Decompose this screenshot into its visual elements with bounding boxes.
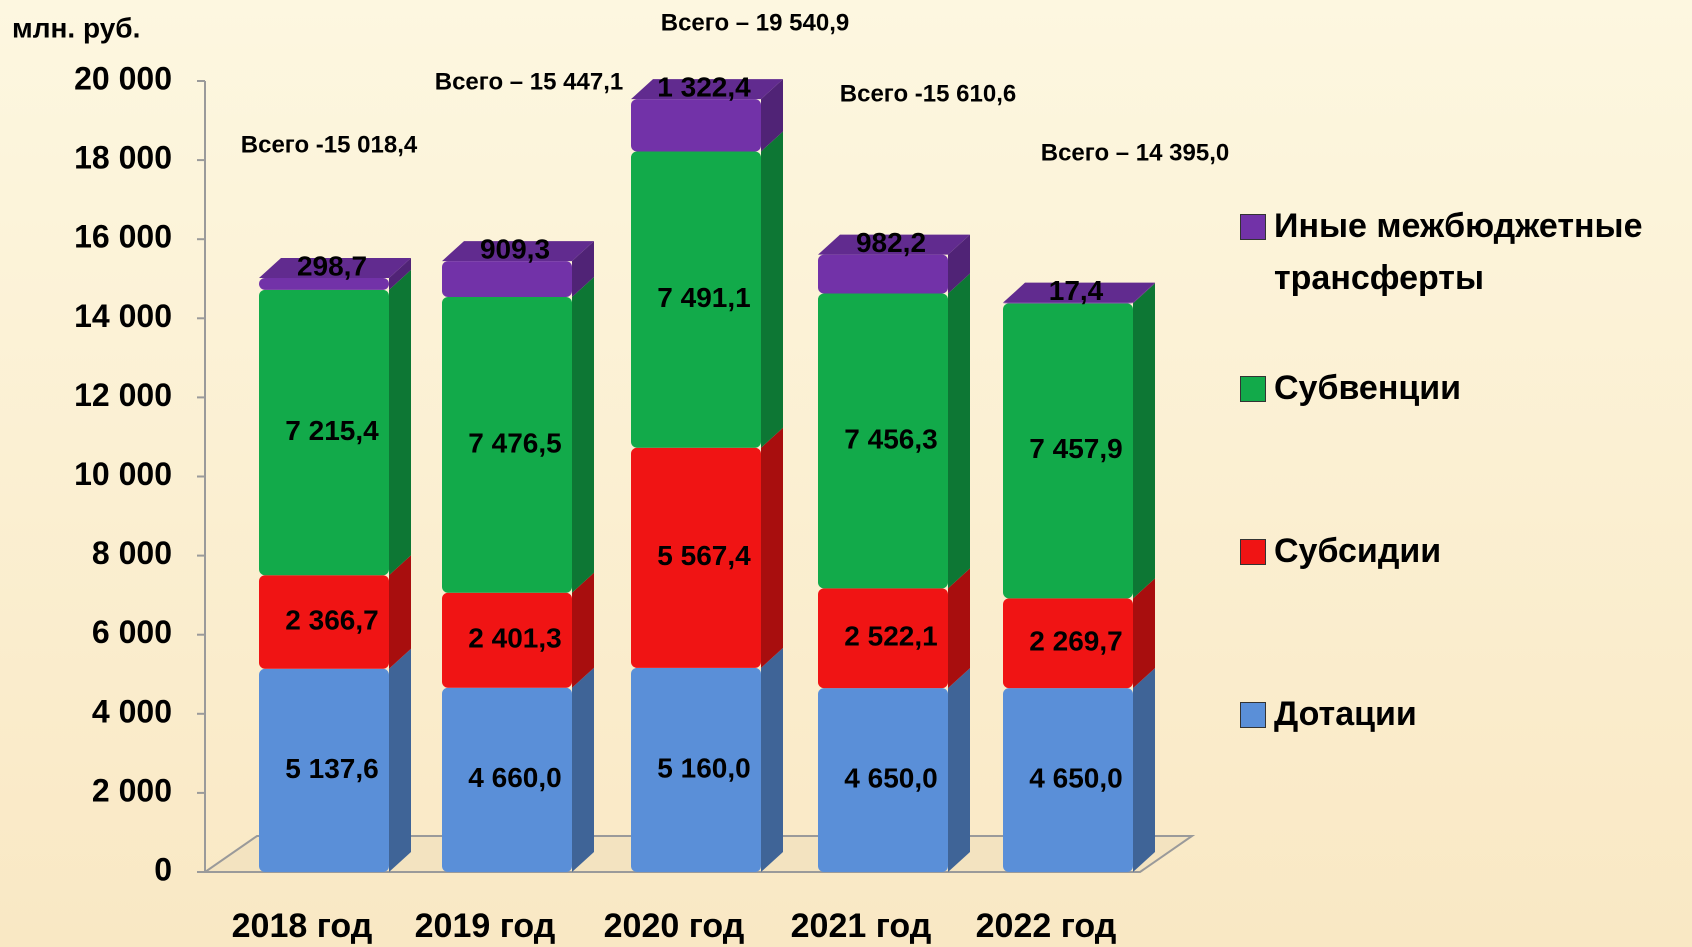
annotation: Всего – 19 540,9 xyxy=(661,9,849,36)
bar xyxy=(259,668,389,872)
value-label: 298,7 xyxy=(297,250,367,281)
bar xyxy=(1003,303,1133,599)
value-label: 7 456,3 xyxy=(844,423,937,454)
legend-swatch xyxy=(1240,376,1266,402)
bar-side xyxy=(389,555,411,669)
bar-top xyxy=(818,234,970,255)
x-tick-label: 2019 год xyxy=(415,907,556,945)
legend-label: Субсидии xyxy=(1274,532,1442,570)
x-tick-label: 2020 год xyxy=(604,907,745,945)
annotation: Всего – 14 395,0 xyxy=(1041,139,1229,166)
bar-side xyxy=(948,668,970,872)
bar-side xyxy=(948,568,970,689)
y-tick-label: 6 000 xyxy=(92,614,172,650)
value-label: 1 322,4 xyxy=(657,72,751,103)
bar-side xyxy=(389,648,411,872)
value-label: 7 457,9 xyxy=(1029,433,1122,464)
value-label: 5 160,0 xyxy=(657,752,750,783)
y-tick-label: 16 000 xyxy=(74,219,172,255)
bar xyxy=(1003,302,1133,304)
legend-swatch xyxy=(1240,214,1266,240)
value-label: 2 401,3 xyxy=(468,623,561,654)
y-tick-label: 4 000 xyxy=(92,693,172,729)
y-tick-label: 12 000 xyxy=(74,377,172,413)
bar xyxy=(631,447,761,668)
bar xyxy=(259,289,389,576)
x-tick-label: 2018 год xyxy=(232,907,373,945)
value-label: 4 650,0 xyxy=(1029,762,1122,793)
y-tick-label: 2 000 xyxy=(92,772,172,808)
bar xyxy=(818,588,948,689)
bar-side xyxy=(1133,668,1155,872)
annotation: Всего – 15 447,1 xyxy=(435,68,623,95)
y-tick-label: 8 000 xyxy=(92,535,172,571)
bar xyxy=(818,688,948,872)
bar-side xyxy=(572,277,594,593)
bar-top xyxy=(631,79,783,100)
bar xyxy=(442,297,572,593)
legend-swatch xyxy=(1240,539,1266,565)
bar xyxy=(442,261,572,298)
y-unit-label: млн. руб. xyxy=(12,12,140,43)
legend-swatch xyxy=(1240,702,1266,728)
y-tick-label: 10 000 xyxy=(74,456,172,492)
bar-side xyxy=(389,269,411,576)
bar-side xyxy=(948,234,970,294)
bar-side xyxy=(1133,282,1155,304)
value-label: 7 215,4 xyxy=(285,415,379,446)
bar-side xyxy=(1133,283,1155,599)
value-label: 4 650,0 xyxy=(844,762,937,793)
bar-top xyxy=(259,258,411,279)
bar-side xyxy=(572,572,594,688)
annotation: Всего -15 018,4 xyxy=(241,131,418,158)
bar-side xyxy=(572,667,594,872)
legend-label: Субвенции xyxy=(1274,369,1462,407)
value-label: 2 522,1 xyxy=(844,621,937,652)
y-tick-label: 14 000 xyxy=(74,298,172,334)
value-label: 4 660,0 xyxy=(468,762,561,793)
bar-side xyxy=(572,241,594,298)
value-label: 5 137,6 xyxy=(285,753,378,784)
value-label: 7 476,5 xyxy=(468,427,561,458)
bar xyxy=(442,592,572,688)
bar-side xyxy=(761,131,783,448)
bar xyxy=(442,687,572,872)
bar xyxy=(631,667,761,872)
bar-side xyxy=(761,79,783,152)
value-label: 982,2 xyxy=(856,227,926,258)
value-label: 2 269,7 xyxy=(1029,626,1122,657)
annotation: Всего -15 610,6 xyxy=(840,80,1016,107)
bar-side xyxy=(761,427,783,668)
legend-label: Дотации xyxy=(1274,695,1417,733)
y-tick-label: 20 000 xyxy=(74,60,172,96)
value-label: 5 567,4 xyxy=(657,540,751,571)
y-tick-label: 0 xyxy=(154,851,172,887)
bar-side xyxy=(389,258,411,290)
bar xyxy=(631,151,761,448)
bar xyxy=(818,254,948,294)
bar-side xyxy=(761,647,783,872)
x-tick-label: 2021 год xyxy=(791,907,932,945)
legend-label: Иные межбюджетные трансферты xyxy=(1274,207,1643,297)
bar xyxy=(259,575,389,669)
bar xyxy=(259,278,389,290)
y-tick-label: 18 000 xyxy=(74,140,172,176)
x-tick-label: 2022 год xyxy=(976,907,1117,945)
bar xyxy=(818,293,948,589)
bar xyxy=(1003,598,1133,689)
value-label: 7 491,1 xyxy=(657,282,750,313)
value-label: 2 366,7 xyxy=(285,604,378,635)
bar xyxy=(631,99,761,152)
bar xyxy=(1003,688,1133,872)
bar-top xyxy=(1003,282,1155,303)
value-label: 909,3 xyxy=(480,233,550,264)
bar-top xyxy=(442,241,594,262)
value-label: 17,4 xyxy=(1049,275,1104,306)
bar-side xyxy=(948,273,970,589)
bar-side xyxy=(1133,578,1155,689)
